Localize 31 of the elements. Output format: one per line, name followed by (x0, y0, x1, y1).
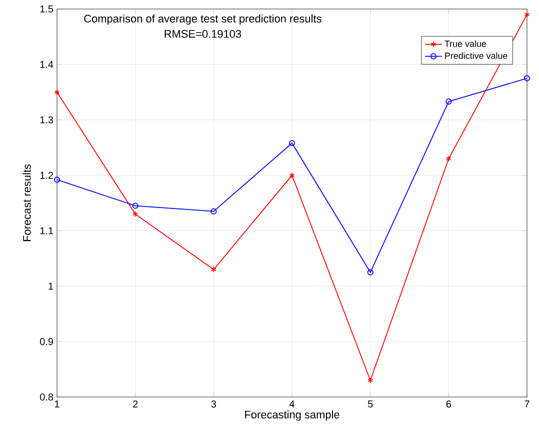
y-tick-label: 1 (48, 282, 53, 290)
y-tick-label: 1.3 (40, 116, 54, 124)
point (132, 202, 138, 209)
x-tick-label: 2 (133, 400, 138, 408)
y-tick-label: 1.2 (40, 172, 53, 179)
point (210, 208, 217, 214)
point (288, 140, 296, 146)
point (446, 98, 452, 105)
y-tick-label: 0.8 (40, 393, 54, 401)
text: RMSE=0.19103 (164, 30, 242, 38)
y-tick-label: 0.9 (40, 338, 54, 346)
x-tick-label: 1 (54, 400, 60, 408)
x-axis-title: Forecasting sample (245, 410, 340, 421)
x-tick-label: 4 (289, 400, 294, 408)
y-tick-label: 1.4 (40, 61, 54, 68)
y-axis-title: Forecast results (22, 164, 31, 242)
point (132, 211, 138, 218)
point (368, 377, 374, 384)
x-tick-label: 7 (524, 400, 530, 408)
y-tick-label: 1.1 (40, 227, 53, 234)
x-tick-label: 6 (446, 400, 452, 408)
x-tick-label: 5 (368, 400, 373, 408)
chart-title: Comparison of average test set prediction results (84, 14, 322, 25)
legend-label: Predictive value (445, 52, 508, 59)
point (446, 156, 452, 162)
y-tick-label: 1.5 (40, 6, 54, 12)
point (367, 269, 374, 276)
x-tick-label: 3 (211, 400, 216, 408)
point (210, 266, 216, 273)
point (289, 172, 295, 178)
legend-label: True value (444, 40, 486, 47)
